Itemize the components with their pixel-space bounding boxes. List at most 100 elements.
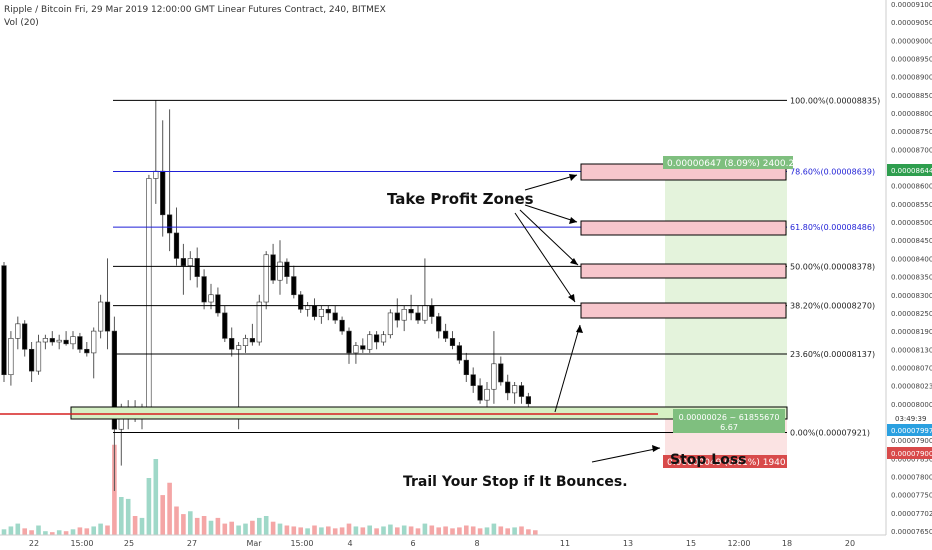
candle-body-24 [167, 214, 173, 234]
time-label: 03:49:39 [895, 415, 926, 423]
fib-label-1: 78.60%(0.00008639) [790, 168, 875, 177]
time-axis[interactable]: 22 15:00 25 27 Mar 15:00 4 6 8 11 13 15 12:00 18 20 [29, 539, 855, 548]
price-tick-24: 0.00007900 [891, 437, 932, 445]
volume-bar-41 [284, 525, 290, 535]
candle-body-70 [484, 388, 490, 401]
candle-body-37 [256, 301, 262, 343]
volume-indicator-label: Vol (20) [4, 18, 39, 28]
target-label-box [663, 156, 793, 169]
price-tick-18: 0.00008190 [891, 328, 932, 336]
chart-title: Ripple / Bitcoin Fri, 29 Mar 2019 12:00:… [4, 5, 386, 15]
candle-body-67 [463, 359, 469, 376]
price-tick-5: 0.00008850 [891, 92, 932, 100]
volume-bar-62 [429, 525, 435, 535]
volume-bar-29 [201, 516, 207, 535]
candle-body-46 [318, 308, 325, 317]
candle-body-49 [339, 319, 345, 332]
candle-body-75 [518, 385, 525, 397]
time-tick-11: 15 [686, 539, 696, 548]
candle-body-60 [415, 312, 421, 321]
volume-bar-35 [243, 523, 248, 535]
volume-bar-76 [526, 529, 531, 535]
volume-bar-4 [29, 530, 34, 535]
price-axis[interactable]: 0.00009100 0.00009050 0.00009000 0.00008950… [891, 1, 932, 536]
volume-bar-43 [298, 527, 303, 535]
time-tick-8: 8 [474, 539, 479, 548]
price-tick-8: 0.00008700 [891, 146, 932, 154]
current-price-label: 0.00008644 [891, 167, 932, 175]
price-tick-22: 0.00008000 [891, 401, 932, 409]
candle-body-64 [442, 330, 449, 339]
candle-body-39 [270, 254, 276, 281]
volume-bar-73 [505, 528, 510, 535]
volume-bar-32 [222, 523, 228, 535]
candle-body-2 [15, 323, 21, 339]
volume-bar-20 [139, 517, 145, 535]
candle-body-76 [525, 396, 531, 405]
volume-bar-26 [181, 514, 186, 535]
price-tick-20: 0.00008070 [891, 364, 932, 372]
volume-bar-1 [8, 526, 14, 535]
candle-body-48 [332, 312, 338, 321]
volume-bar-27 [188, 511, 193, 535]
price-tick-14: 0.00008400 [891, 255, 932, 263]
time-tick-9: 11 [560, 539, 570, 548]
fib-label-4: 38.20%(0.00008270) [790, 302, 875, 311]
volume-bar-38 [263, 516, 269, 535]
price-tick-6: 0.00008800 [891, 110, 932, 118]
volume-bar-67 [464, 525, 469, 535]
price-tick-0: 0.00009100 [891, 1, 932, 9]
volume-bar-28 [194, 517, 200, 535]
candle-body-21 [146, 178, 152, 408]
candle-body-40 [277, 261, 283, 281]
stop-label-box [663, 455, 787, 468]
candle-body-0 [1, 265, 7, 376]
profit-zone-background [665, 163, 787, 408]
candle-body-31 [215, 294, 221, 314]
price-blue-label: 0.00007997 [891, 427, 932, 435]
time-tick-6: 4 [347, 539, 352, 548]
trail-stop-annotation: Trail Your Stop if It Bounces. [403, 474, 628, 490]
volume-bar-51 [353, 526, 359, 535]
candle-body-12 [84, 348, 90, 354]
candle-body-71 [491, 363, 497, 390]
volume-bar-40 [277, 523, 283, 535]
stop-label: 0.00000049 (0.61%) 1940 [667, 458, 786, 468]
candle-body-10 [70, 336, 76, 345]
price-blue-badge [887, 424, 932, 436]
take-profit-zone-4[interactable] [580, 302, 787, 319]
candle-body-30 [208, 294, 214, 303]
entry-label-line1: 0.00000026 ~ 61855670 [679, 413, 780, 422]
candle-body-54 [373, 334, 380, 343]
volume-bar-63 [436, 527, 441, 535]
volume-bar-22 [153, 459, 159, 535]
entry-zone[interactable] [70, 406, 788, 420]
take-profit-zone-3[interactable] [580, 263, 787, 279]
take-profit-zone-2[interactable] [580, 220, 787, 236]
candle-body-26 [180, 258, 187, 266]
volume-bar-33 [229, 521, 234, 535]
volume-bar-70 [484, 527, 490, 535]
volume-bar-58 [401, 525, 407, 535]
entry-label-box [673, 409, 785, 433]
candle-body-28 [194, 258, 200, 277]
candle-body-66 [456, 345, 463, 361]
volume-bar-75 [519, 526, 524, 535]
price-tick-3: 0.00008950 [891, 56, 932, 64]
volume-bar-72 [498, 526, 504, 535]
volume-bar-24 [167, 482, 172, 535]
time-tick-4: Mar [246, 539, 262, 548]
volume-bar-50 [346, 523, 352, 535]
candle-body-51 [353, 345, 359, 354]
volume-bar-8 [56, 530, 62, 535]
candle-body-73 [505, 381, 511, 394]
candle-body-43 [298, 294, 304, 310]
price-tick-16: 0.00008300 [891, 292, 932, 300]
volume-bar-64 [443, 526, 448, 535]
candle-body-38 [263, 254, 269, 303]
volume-bar-18 [125, 498, 131, 535]
candle-body-16 [111, 330, 117, 430]
time-tick-7: 6 [410, 539, 415, 548]
